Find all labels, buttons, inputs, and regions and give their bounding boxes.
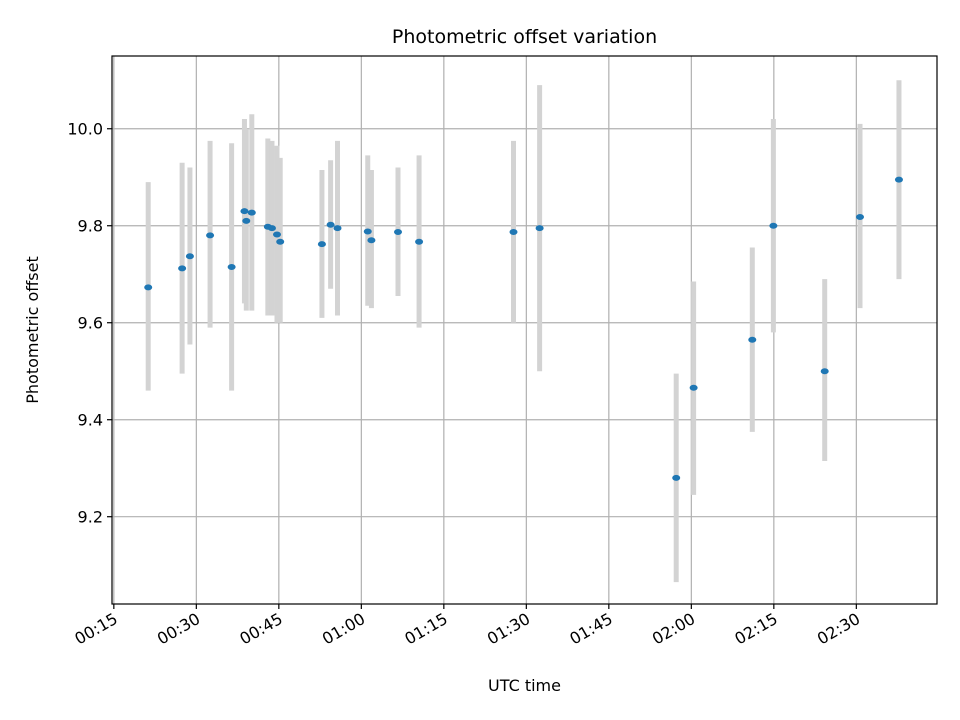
data-point	[689, 384, 698, 391]
data-point	[415, 238, 424, 245]
data-points	[144, 176, 903, 481]
grid-lines	[112, 56, 937, 604]
y-tick-label: 9.6	[78, 314, 103, 333]
data-point	[185, 253, 194, 260]
data-point	[333, 225, 342, 232]
chart-title: Photometric offset variation	[392, 26, 657, 48]
data-point	[509, 229, 518, 236]
y-tick-label: 9.8	[78, 217, 103, 236]
data-point	[535, 225, 544, 232]
data-point	[144, 284, 153, 291]
data-point	[394, 229, 402, 236]
data-point	[206, 232, 215, 239]
data-point	[317, 241, 326, 248]
data-point	[748, 336, 757, 343]
data-point	[672, 474, 681, 481]
data-point	[326, 221, 335, 228]
data-point	[894, 176, 903, 183]
data-point	[267, 225, 276, 232]
y-tick-label: 10.0	[67, 120, 103, 139]
plot-frame	[111, 55, 938, 605]
data-point	[247, 209, 256, 216]
data-point	[227, 263, 236, 270]
data-point	[178, 265, 187, 272]
data-point	[367, 237, 376, 244]
data-point	[240, 208, 249, 215]
data-point	[856, 214, 864, 221]
y-axis-title: Photometric offset	[23, 256, 42, 404]
data-point	[273, 231, 281, 238]
data-point	[363, 228, 372, 235]
data-point	[820, 368, 829, 375]
x-axis-title: UTC time	[488, 676, 561, 695]
y-tick-label: 9.2	[78, 508, 103, 527]
data-point	[242, 217, 251, 224]
y-tick-label: 9.4	[78, 411, 103, 430]
data-point	[769, 222, 778, 229]
data-point	[276, 238, 285, 245]
